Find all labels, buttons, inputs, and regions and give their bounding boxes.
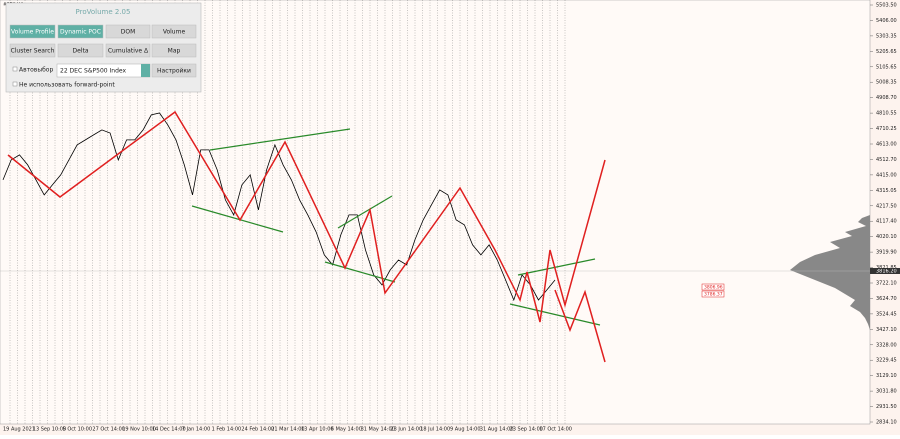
- price-label: 5008.35: [876, 80, 897, 86]
- date-label: 31 Aug 14:00: [480, 427, 514, 433]
- panel-button-label[interactable]: Map: [168, 48, 181, 55]
- panel-button[interactable]: [9, 43, 56, 58]
- price-label: 5105.65: [876, 64, 897, 70]
- price-label: 4020.10: [876, 234, 897, 240]
- date-label: 13 Apr 10:00: [301, 427, 334, 433]
- price-label: 4613.00: [876, 142, 897, 148]
- price-label: 3722.10: [876, 281, 897, 287]
- price-label: 4908.70: [876, 95, 897, 101]
- price-label: 4415.00: [876, 172, 897, 178]
- price-label: 4117.40: [876, 219, 897, 225]
- price-label: 3328.00: [876, 342, 897, 348]
- price-label: 4810.55: [876, 111, 897, 117]
- level-label: 3786.37: [704, 292, 723, 298]
- price-label: 3229.45: [876, 358, 897, 364]
- panel-button[interactable]: [151, 24, 197, 39]
- level-box: [701, 283, 725, 291]
- panel-button-label[interactable]: DOM: [121, 29, 136, 36]
- price-label: 4315.05: [876, 188, 897, 194]
- date-label: 13 Sep 10:00: [33, 427, 66, 433]
- price-label: 3427.10: [876, 327, 897, 333]
- price-label: 5303.35: [876, 33, 897, 39]
- price-label: 5406.00: [876, 18, 897, 24]
- checkbox[interactable]: [12, 81, 18, 87]
- date-label: 21 Mar 14:00: [271, 427, 304, 433]
- panel-button[interactable]: [151, 43, 197, 58]
- price-label: 2834.10: [876, 420, 897, 426]
- panel-title: ProVolume 2.05: [76, 8, 131, 16]
- price-label: 3821.85: [876, 265, 897, 271]
- trend-line: [324, 261, 396, 283]
- panel-button-label[interactable]: Cumulative Δ: [108, 48, 149, 55]
- trend-line: [191, 205, 284, 233]
- current-price: 3816.20: [876, 269, 897, 275]
- panel-button[interactable]: [57, 43, 104, 58]
- level-label: 3806.96: [704, 285, 723, 291]
- checkbox[interactable]: [12, 66, 18, 72]
- volume-profile: [790, 215, 870, 330]
- price-label: 4217.50: [876, 203, 897, 209]
- price-label: 3919.90: [876, 250, 897, 256]
- panel-button-label[interactable]: Volume Profile: [11, 29, 54, 36]
- price-label: 3031.80: [876, 389, 897, 395]
- instrument: 22 DEC S&P500 Index: [60, 68, 126, 75]
- trend-line: [337, 195, 393, 229]
- panel-button-label[interactable]: Dynamic POC: [60, 29, 101, 36]
- price-label: 5503.50: [876, 3, 897, 9]
- price-label: 4512.70: [876, 157, 897, 163]
- provolume-panel: ProVolume 2.05 Volume Profile Dynamic POC…: [5, 2, 202, 93]
- price-line: [2, 112, 556, 302]
- trend-line: [517, 258, 596, 276]
- date-label: 1 Feb 14:00: [212, 427, 242, 433]
- trend-line: [209, 128, 351, 151]
- wave-line: [7, 110, 606, 323]
- date-label: 19 Nov 10:00: [122, 427, 156, 433]
- price-label: 3624.70: [876, 296, 897, 302]
- panel-button[interactable]: [105, 24, 151, 39]
- date-label: 5 Oct 10:00: [63, 427, 92, 433]
- panel-button[interactable]: [9, 24, 56, 39]
- trend-lines: [191, 128, 601, 326]
- panel-button-label[interactable]: Volume: [163, 29, 186, 36]
- dropdown-arrow[interactable]: [141, 64, 150, 77]
- date-label: 14 Dec 14:00: [152, 427, 186, 433]
- date-label: 6 May 14:00: [331, 427, 362, 433]
- trend-line: [509, 303, 601, 326]
- panel-button[interactable]: [105, 43, 151, 58]
- price-label: 3129.10: [876, 373, 897, 379]
- settings-button[interactable]: [151, 63, 197, 78]
- checkbox-label[interactable]: Автовыбор: [19, 67, 53, 74]
- price-label: 3524.45: [876, 311, 897, 317]
- price-label: 2931.50: [876, 404, 897, 410]
- panel-button-label[interactable]: Cluster Search: [11, 48, 55, 55]
- date-label: 27 Oct 14:00: [92, 427, 125, 433]
- panel-button-label[interactable]: Delta: [72, 48, 88, 55]
- wave-projection: [554, 289, 606, 363]
- date-label: 17 Oct 14:00: [539, 427, 572, 433]
- date-label: 31 May 14:00: [361, 427, 395, 433]
- date-label: 18 Jul 14:00: [420, 427, 450, 433]
- panel-button[interactable]: [57, 24, 104, 39]
- date-label: 19 Aug 2021: [3, 427, 35, 433]
- price-label: 4710.25: [876, 126, 897, 132]
- current-price-box: [870, 268, 900, 274]
- date-label: 7 Jan 14:00: [182, 427, 210, 433]
- date-label: 23 Sep 14:00: [510, 427, 543, 433]
- checkbox-label[interactable]: Не использовать forward-point: [19, 82, 115, 89]
- level-box: [701, 290, 725, 298]
- date-label: 24 Feb 14:00: [241, 427, 274, 433]
- date-label: 23 Jun 14:00: [390, 427, 422, 433]
- settings-label[interactable]: Настройки: [157, 68, 191, 75]
- date-label: 9 Aug 14:00: [450, 427, 481, 433]
- price-label: 5205.65: [876, 49, 897, 55]
